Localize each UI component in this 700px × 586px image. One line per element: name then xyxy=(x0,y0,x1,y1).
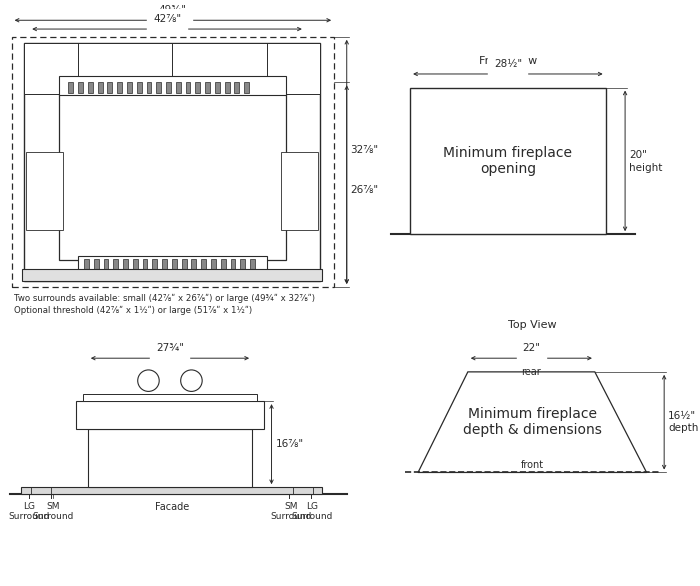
Text: Minimum fireplace
opening: Minimum fireplace opening xyxy=(443,146,573,176)
Text: LG: LG xyxy=(307,502,319,511)
Text: 16½": 16½" xyxy=(668,411,696,421)
Text: 26⅞": 26⅞" xyxy=(351,185,379,195)
Bar xyxy=(25,43,321,94)
Text: 27¾": 27¾" xyxy=(156,343,184,353)
Bar xyxy=(205,82,210,93)
Bar xyxy=(113,258,118,270)
Bar xyxy=(143,258,148,270)
Text: depth: depth xyxy=(668,423,699,433)
Bar xyxy=(153,258,158,270)
Polygon shape xyxy=(418,372,647,472)
Bar xyxy=(78,82,83,93)
Bar xyxy=(59,76,286,96)
Bar xyxy=(83,394,257,401)
Text: Surround: Surround xyxy=(292,512,333,520)
Text: Facade: Facade xyxy=(155,502,189,512)
Text: 42⅞": 42⅞" xyxy=(153,14,181,24)
Text: Surround: Surround xyxy=(8,512,50,520)
Bar xyxy=(176,82,181,93)
Text: Surround: Surround xyxy=(270,512,312,520)
Bar xyxy=(22,270,322,281)
Bar xyxy=(195,82,200,93)
Bar xyxy=(166,82,171,93)
Bar xyxy=(211,258,216,270)
Bar xyxy=(156,82,161,93)
Bar xyxy=(410,88,606,234)
Bar xyxy=(146,82,151,93)
Text: 28½": 28½" xyxy=(494,59,522,69)
Text: Optional threshold (42⅞ʺ x 1½ʺ) or large (51⅞ʺ x 1½ʺ): Optional threshold (42⅞ʺ x 1½ʺ) or large… xyxy=(14,305,252,315)
Bar xyxy=(98,82,103,93)
Text: SM: SM xyxy=(46,502,60,511)
Bar xyxy=(117,82,122,93)
Bar xyxy=(107,82,112,93)
Text: LG: LG xyxy=(23,502,35,511)
Text: Surround: Surround xyxy=(32,512,74,520)
Bar xyxy=(127,82,132,93)
Bar xyxy=(215,82,220,93)
Bar xyxy=(88,82,93,93)
Circle shape xyxy=(181,370,202,391)
Text: SM: SM xyxy=(284,502,298,511)
Text: rear: rear xyxy=(522,367,541,377)
Text: Front View: Front View xyxy=(479,56,537,66)
Bar xyxy=(94,258,99,270)
Bar xyxy=(69,82,74,93)
Bar xyxy=(25,43,321,281)
Bar xyxy=(88,428,252,487)
Bar xyxy=(191,258,196,270)
Bar xyxy=(225,82,230,93)
Bar xyxy=(104,258,108,270)
Bar xyxy=(27,152,64,230)
Bar xyxy=(230,258,235,270)
Bar xyxy=(186,82,190,93)
Bar xyxy=(201,258,206,270)
Bar xyxy=(162,258,167,270)
Bar xyxy=(78,255,267,271)
Text: height: height xyxy=(629,163,662,173)
Text: 16⅞": 16⅞" xyxy=(275,439,304,449)
Bar xyxy=(12,37,334,287)
Bar xyxy=(76,401,264,428)
Text: 49¾": 49¾" xyxy=(159,5,187,15)
Text: 20": 20" xyxy=(629,150,647,160)
Bar xyxy=(133,258,138,270)
Bar xyxy=(123,258,128,270)
Text: Two surrounds available: small (42⅞ʺ x 26⅞ʺ) or large (49¾ʺ x 32⅞ʺ): Two surrounds available: small (42⅞ʺ x 2… xyxy=(14,294,315,303)
Bar xyxy=(136,82,141,93)
Bar xyxy=(59,94,286,260)
Bar xyxy=(172,258,177,270)
Bar xyxy=(281,152,318,230)
Text: Top View: Top View xyxy=(508,320,556,330)
Circle shape xyxy=(138,370,159,391)
Text: Minimum fireplace
depth & dimensions: Minimum fireplace depth & dimensions xyxy=(463,407,602,437)
Text: front: front xyxy=(521,459,544,469)
Bar xyxy=(220,258,225,270)
Bar xyxy=(250,258,255,270)
Text: 32⅞": 32⅞" xyxy=(351,145,379,155)
Bar xyxy=(22,487,322,494)
Bar xyxy=(84,258,89,270)
Bar xyxy=(182,258,187,270)
Bar xyxy=(244,82,249,93)
Bar xyxy=(234,82,239,93)
Bar xyxy=(240,258,245,270)
Text: 22": 22" xyxy=(522,343,540,353)
